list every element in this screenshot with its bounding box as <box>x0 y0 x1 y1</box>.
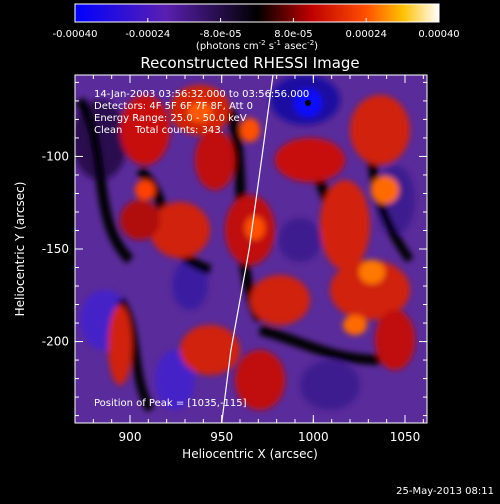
heatmap-image <box>75 75 427 423</box>
x-tick-label: 950 <box>210 430 233 444</box>
info-detectors: Detectors: 4F 5F 6F 7F 8F, Att 0 <box>94 101 253 112</box>
info-energy-range: Energy Range: 25.0 - 50.0 keV <box>94 113 247 124</box>
colorbar-ticks: -0.00040 -0.00024 -8.0e-05 8.0e-05 0.00024 0.… <box>53 18 460 40</box>
x-axis-ticks: 900 950 1000 1050 <box>92 75 424 444</box>
y-axis-ticks: -100 -150 -200 <box>42 81 427 417</box>
colorbar-tick-label: -0.00024 <box>125 29 170 40</box>
colorbar-tick-label: 0.00024 <box>346 29 387 40</box>
x-tick-label: 1050 <box>390 430 421 444</box>
limb-curve <box>221 75 274 423</box>
info-time-range: 14-Jan-2003 03:56:32.000 to 03:56:56.000 <box>94 89 309 100</box>
colorbar-tick-label: 0.00040 <box>418 29 459 40</box>
plot-title: Reconstructed RHESSI Image <box>140 54 359 72</box>
colorbar-tick-label: -0.00040 <box>53 29 98 40</box>
colorbar-tick-label: -8.0e-05 <box>200 29 242 40</box>
colorbar <box>74 3 440 23</box>
colorbar-units: (photons cm-2 s-1 asec-2) <box>196 39 318 52</box>
info-peak-position: Position of Peak = [1035,-115] <box>94 398 247 409</box>
y-tick-label: -150 <box>42 242 69 256</box>
colorbar-tick-label: 8.0e-05 <box>274 29 312 40</box>
y-axis-label: Heliocentric Y (arcsec) <box>13 182 27 317</box>
info-clean-counts: Clean Total counts: 343. <box>94 125 224 136</box>
y-tick-label: -100 <box>42 149 69 163</box>
x-tick-label: 1000 <box>298 430 329 444</box>
y-tick-label: -200 <box>42 335 69 349</box>
x-axis-label: Heliocentric X (arcsec) <box>182 447 318 461</box>
x-tick-label: 900 <box>119 430 142 444</box>
timestamp: 25-May-2013 08:11 <box>396 486 494 497</box>
